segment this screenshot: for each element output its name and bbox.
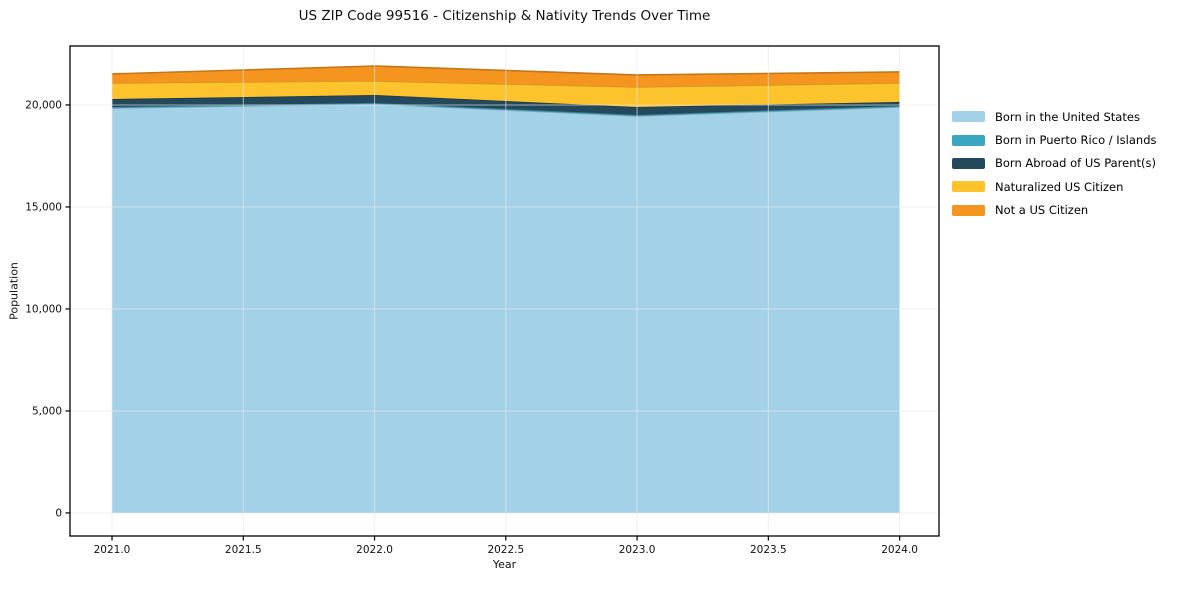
- x-axis-label: Year: [492, 558, 517, 571]
- y-tick-label: 0: [55, 507, 62, 519]
- legend-item-born-in-puerto-rico-islands: Born in Puerto Rico / Islands: [952, 128, 1157, 151]
- x-tick-label: 2021.5: [225, 544, 262, 556]
- legend-label: Naturalized US Citizen: [995, 179, 1124, 194]
- legend-label: Born in Puerto Rico / Islands: [995, 133, 1157, 148]
- legend-label: Born Abroad of US Parent(s): [995, 156, 1156, 171]
- x-tick-label: 2022.5: [487, 544, 524, 556]
- legend-swatch-icon: [952, 134, 985, 146]
- legend: Born in the United States Born in Puerto …: [952, 105, 1157, 222]
- legend-label: Not a US Citizen: [995, 203, 1089, 218]
- x-tick-label: 2023.0: [619, 544, 656, 556]
- legend-item-born-abroad-of-us-parent-s: Born Abroad of US Parent(s): [952, 152, 1157, 175]
- chart-title: US ZIP Code 99516 - Citizenship & Nativi…: [298, 8, 711, 24]
- y-tick-label: 10,000: [25, 303, 62, 315]
- legend-item-not-a-us-citizen: Not a US Citizen: [952, 199, 1157, 222]
- x-tick-label: 2023.5: [750, 544, 787, 556]
- x-tick-label: 2021.0: [94, 544, 131, 556]
- y-axis-label: Population: [7, 262, 21, 320]
- y-tick-label: 5,000: [32, 405, 62, 417]
- legend-swatch-icon: [952, 111, 985, 123]
- legend-swatch-icon: [952, 204, 985, 216]
- plot-border: [69, 45, 940, 537]
- y-tick-label: 20,000: [25, 99, 62, 111]
- legend-swatch-icon: [952, 181, 985, 193]
- legend-item-born-in-the-united-states: Born in the United States: [952, 105, 1157, 128]
- legend-item-naturalized-us-citizen: Naturalized US Citizen: [952, 175, 1157, 198]
- x-tick-label: 2024.0: [881, 544, 918, 556]
- legend-label: Born in the United States: [995, 109, 1140, 124]
- x-tick-label: 2022.0: [356, 544, 393, 556]
- y-tick-label: 15,000: [25, 201, 62, 213]
- legend-swatch-icon: [952, 157, 985, 169]
